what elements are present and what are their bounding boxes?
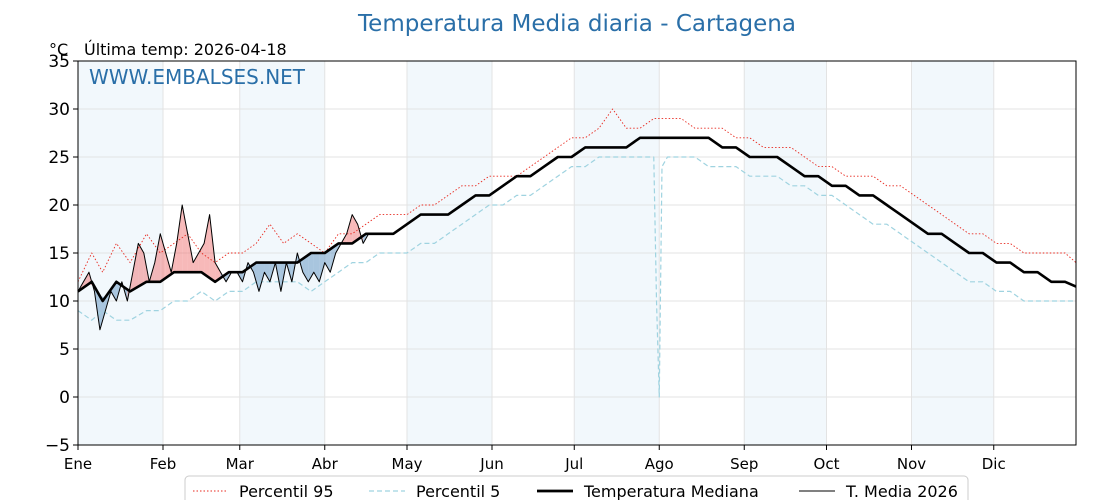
cold-anomaly-fill xyxy=(258,262,265,292)
y-tick-label: 25 xyxy=(48,148,70,168)
cold-anomaly-fill xyxy=(302,254,309,282)
warm-anomaly-fill xyxy=(193,253,199,273)
y-tick-label: 35 xyxy=(48,52,70,72)
unit-label: °C xyxy=(49,40,68,59)
x-tick-label: Oct xyxy=(814,455,840,473)
x-tick-label: Dic xyxy=(982,455,1006,473)
legend: Percentil 95 Percentil 5 Temperatura Med… xyxy=(184,475,969,500)
cold-anomaly-fill xyxy=(330,245,336,273)
cold-anomaly-fill xyxy=(99,296,106,330)
x-tick-label: Mar xyxy=(226,455,255,473)
legend-label-median: Temperatura Mediana xyxy=(583,482,759,500)
x-tick-label: Abr xyxy=(312,455,339,473)
cold-anomaly-fill xyxy=(253,262,259,292)
legend-box xyxy=(184,475,969,500)
legend-label-p5: Percentil 5 xyxy=(416,482,500,500)
series-line-percentil-95 xyxy=(77,108,1077,282)
cold-anomaly-fill xyxy=(110,281,117,301)
x-tick-label: Jun xyxy=(479,455,503,473)
x-tick-label: Jul xyxy=(564,455,583,473)
x-axis: Ene Feb Mar Abr May Jun Jul Ago Sep Oct Nov Dic xyxy=(64,445,1006,473)
warm-anomaly-fill xyxy=(132,243,139,290)
y-axis: −5 0 5 10 15 20 25 30 35 xyxy=(45,52,78,456)
x-tick-label: Ene xyxy=(64,455,92,473)
y-tick-label: −5 xyxy=(45,436,70,456)
cold-anomaly-fill xyxy=(324,249,331,273)
chart-title: Temperatura Media diaria - Cartagena xyxy=(357,11,796,37)
series-line-temperatura-mediana xyxy=(77,136,1077,303)
warm-anomaly-fill xyxy=(215,262,221,282)
y-tick-label: 10 xyxy=(48,292,70,312)
warm-anomaly-fill xyxy=(204,214,210,278)
warm-anomaly-fill xyxy=(182,205,188,273)
series-lines xyxy=(77,108,1077,398)
x-tick-label: Nov xyxy=(897,455,926,473)
series-line-t-media-2026 xyxy=(77,204,372,331)
warm-anomaly-fill xyxy=(138,243,144,287)
y-tick-label: 30 xyxy=(48,100,70,120)
y-tick-label: 0 xyxy=(59,388,70,408)
warm-anomaly-fill xyxy=(160,233,166,282)
cold-anomaly-fill xyxy=(264,262,270,282)
cold-anomaly-fill xyxy=(319,253,325,282)
warm-anomaly-fill xyxy=(346,214,353,244)
x-tick-label: Feb xyxy=(150,455,177,473)
y-tick-label: 5 xyxy=(59,340,70,360)
legend-label-2026: T. Media 2026 xyxy=(845,482,958,500)
x-tick-label: May xyxy=(392,455,423,473)
x-tick-label: Ago xyxy=(645,455,674,473)
last-temp-label: Última temp: 2026-04-18 xyxy=(84,40,287,59)
x-tick-label: Sep xyxy=(730,455,758,473)
watermark: WWW.EMBALSES.NET xyxy=(89,65,306,89)
y-tick-label: 15 xyxy=(48,244,70,264)
series-line-percentil-5 xyxy=(77,156,1076,398)
y-tick-label: 20 xyxy=(48,196,70,216)
warm-anomaly-fill xyxy=(176,205,183,273)
legend-label-p95: Percentil 95 xyxy=(239,482,334,500)
warm-anomaly-fill xyxy=(154,233,161,282)
warm-anomaly-fill xyxy=(209,214,216,282)
